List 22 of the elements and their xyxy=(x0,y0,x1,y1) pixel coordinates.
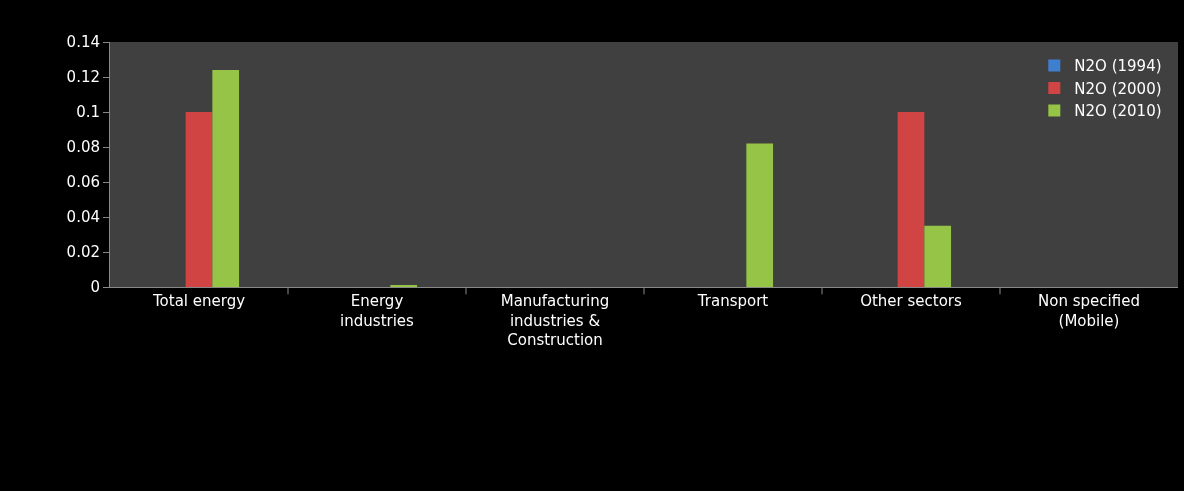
x-tick-label: Total energy xyxy=(151,292,246,310)
legend-label: N2O (2010) xyxy=(1074,102,1162,121)
x-tick-label: Other sectors xyxy=(860,292,963,310)
bar xyxy=(924,225,952,287)
legend-label: N2O (1994) xyxy=(1074,57,1162,76)
bar xyxy=(185,112,213,287)
y-tick-label: 0 xyxy=(90,278,100,297)
y-tick-label: 0.14 xyxy=(66,33,100,52)
y-tick-label: 0.1 xyxy=(76,103,100,122)
x-tick-label: Transport xyxy=(696,292,769,310)
bar xyxy=(897,112,925,287)
bar xyxy=(212,70,240,287)
y-tick-label: 0.04 xyxy=(66,208,100,227)
y-tick-label: 0.06 xyxy=(66,173,100,192)
x-tick-label: Non specified (Mobile) xyxy=(1038,292,1140,330)
legend-label: N2O (2000) xyxy=(1074,79,1162,98)
y-tick-label: 0.12 xyxy=(66,68,100,87)
y-tick-label: 0.02 xyxy=(66,243,100,262)
x-tick-label: Manufacturing industries & Construction xyxy=(500,292,610,349)
x-tick-label: Energy industries xyxy=(340,292,415,330)
bar xyxy=(746,143,774,287)
y-tick-label: 0.08 xyxy=(66,138,100,157)
